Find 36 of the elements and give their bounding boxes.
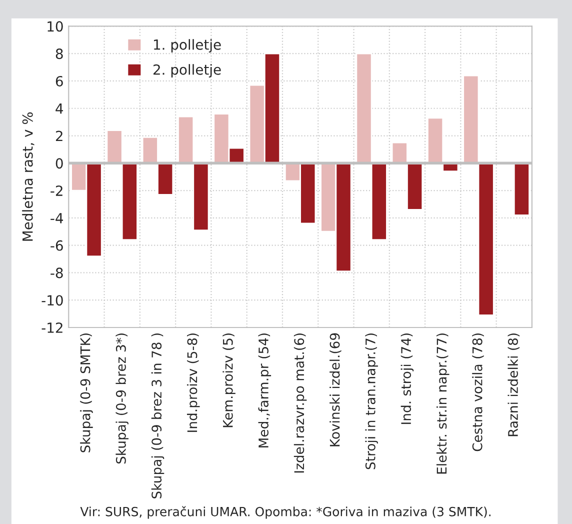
y-tick-label: 10: [48, 21, 63, 32]
x-tick-label: Ind. stroji (74): [400, 333, 414, 424]
x-tick-label: Elektr. str.in napr.(77): [436, 333, 450, 474]
y-tick-label: -4: [50, 213, 63, 224]
x-tick-label: Razni izdelki (8): [508, 333, 520, 436]
x-tick-label: Skupaj (0-9 brez 3*): [116, 333, 128, 464]
x-tick-label: Skupaj (0-9 SMTK): [80, 333, 93, 452]
text: Vir: SURS, preračuni UMAR. Opomba: *Goriva in maziva (3 SMTK).: [80, 506, 490, 519]
x-tick-label: Izdel.razvr.po mat.(6): [294, 333, 307, 473]
x-tick-label: Kem.proizv (5): [222, 333, 236, 428]
bar: [356, 52, 372, 164]
y-tick-label: 0: [56, 158, 63, 169]
legend-label: 1. polletje: [154, 39, 221, 53]
bar: [178, 116, 194, 164]
bar: [106, 130, 123, 164]
x-tick-label: Skupaj (0-9 brez 3 in 78 ): [151, 333, 164, 498]
y-tick-label: 4: [56, 104, 63, 114]
y-axis-title: Medletna rast, v %: [22, 112, 34, 241]
y-tick-label: -10: [42, 295, 63, 306]
x-tick-label: Cestna vozila (78): [472, 333, 484, 452]
legend-label: 2. polletje: [153, 64, 221, 78]
x-tick-label: Stroji in tran.napr.(7): [365, 333, 378, 470]
bar: [462, 74, 480, 164]
bar: [427, 117, 444, 164]
x-tick-label: Med.,farm.pr (54): [258, 333, 272, 448]
x-tick-label: Ind.proizv (5-8): [186, 333, 200, 432]
y-tick-label: 6: [56, 76, 63, 86]
y-tick-label: 8: [56, 48, 63, 60]
bar: [391, 142, 408, 164]
y-tick-label: 2: [56, 130, 62, 142]
y-tick-label: -2: [50, 186, 62, 196]
y-tick-label: -8: [50, 268, 63, 278]
y-tick-label: -12: [42, 322, 62, 333]
y-tick-label: -6: [50, 240, 63, 251]
x-tick-label: Kovinski izdel.(69: [330, 333, 342, 446]
bar: [142, 136, 158, 164]
